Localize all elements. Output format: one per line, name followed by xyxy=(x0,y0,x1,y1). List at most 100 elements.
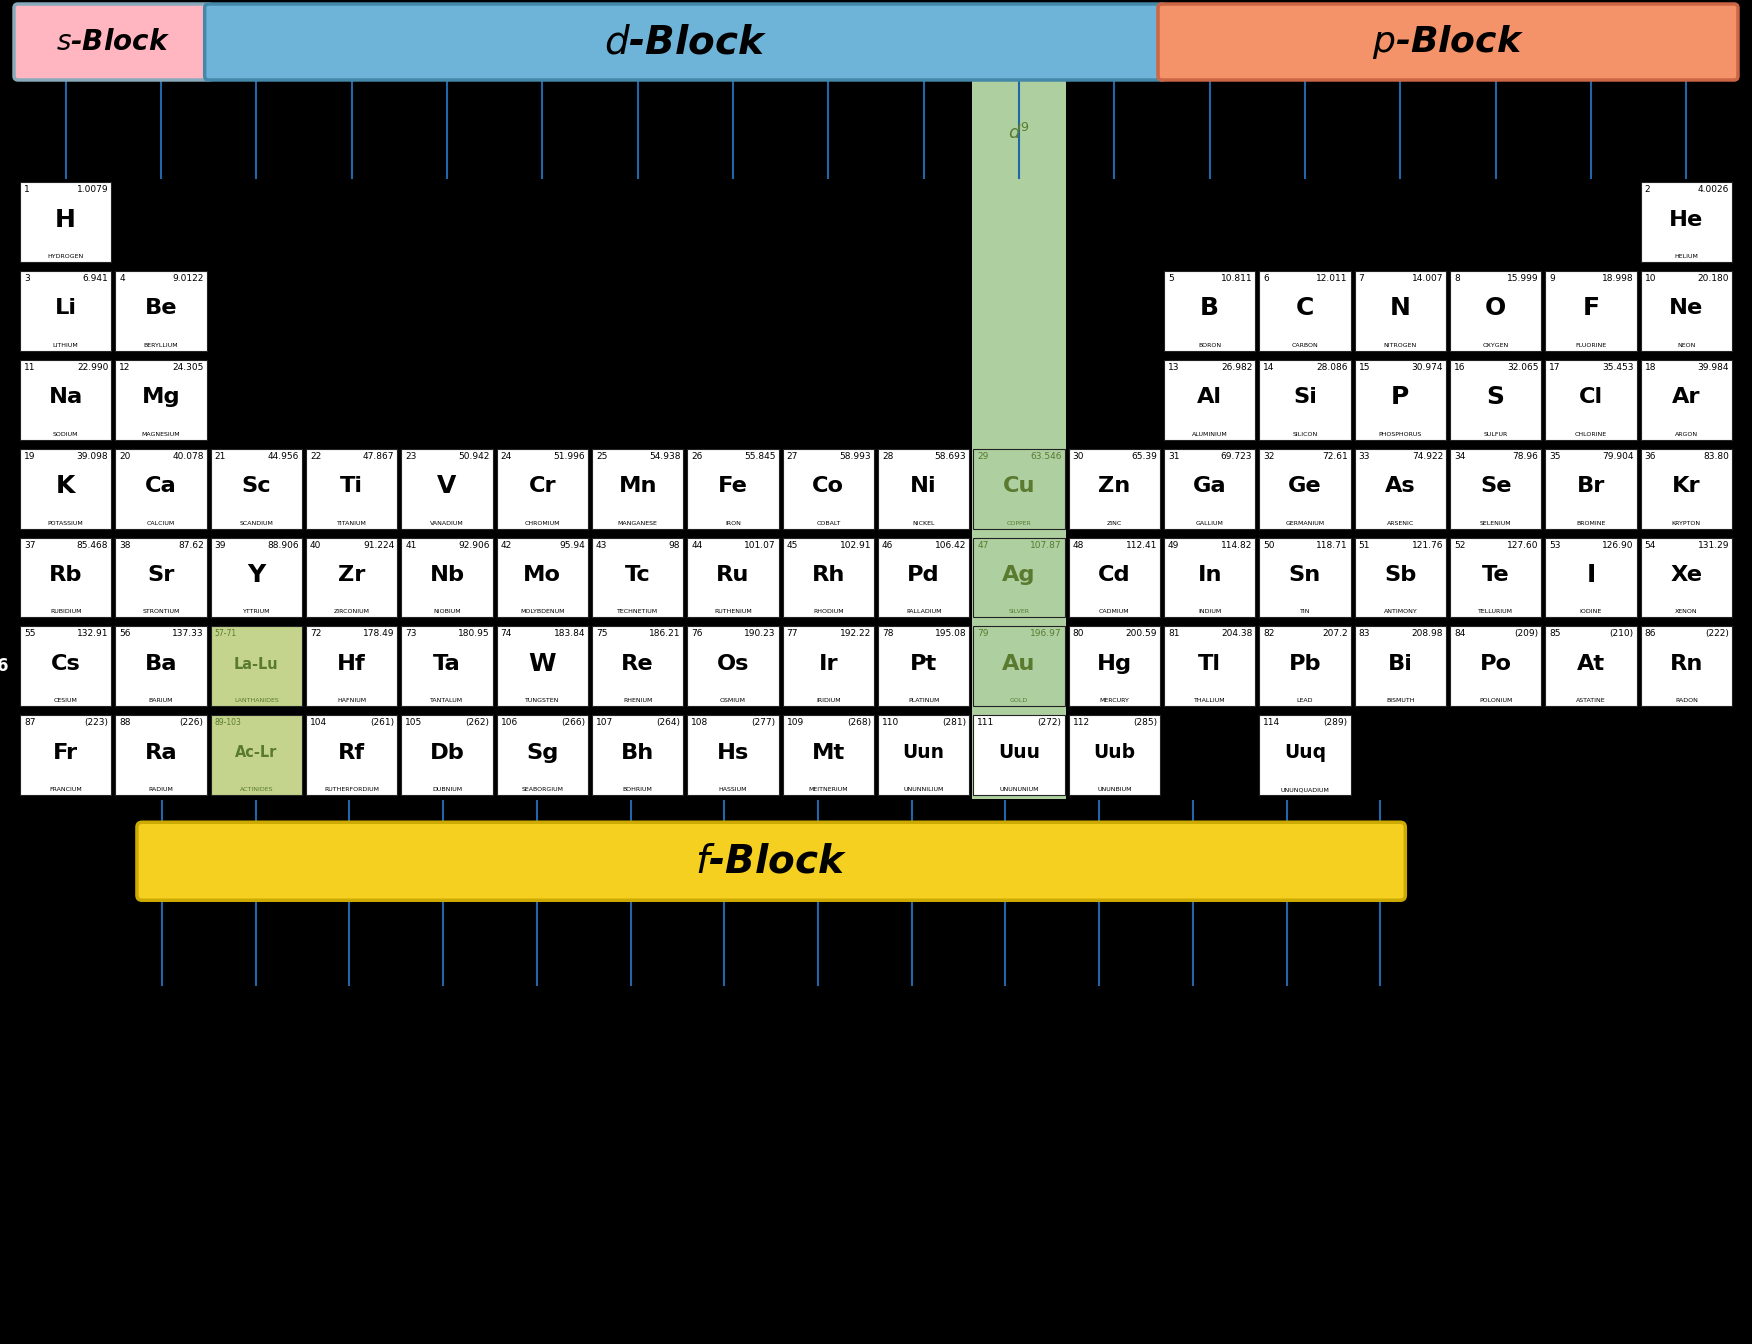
Text: CHLORINE: CHLORINE xyxy=(1575,431,1607,437)
Text: 81: 81 xyxy=(1169,629,1179,638)
Text: 32: 32 xyxy=(1263,452,1275,461)
Text: Rn: Rn xyxy=(1670,655,1703,675)
Text: 178.49: 178.49 xyxy=(363,629,394,638)
Text: SELENIUM: SELENIUM xyxy=(1480,520,1512,526)
Text: La-Lu: La-Lu xyxy=(235,656,279,672)
Bar xyxy=(401,626,492,707)
Bar xyxy=(1451,538,1542,617)
Bar xyxy=(878,449,969,528)
Text: MOLYBDENUM: MOLYBDENUM xyxy=(520,609,564,614)
Text: Rf: Rf xyxy=(338,743,364,763)
Bar xyxy=(496,538,589,617)
Text: 78: 78 xyxy=(881,629,894,638)
Text: Os: Os xyxy=(717,655,750,675)
Text: I: I xyxy=(1586,563,1596,587)
Text: 109: 109 xyxy=(787,718,804,727)
Text: He: He xyxy=(1670,210,1703,230)
Bar xyxy=(1545,271,1636,351)
Text: NITROGEN: NITROGEN xyxy=(1384,343,1417,348)
Text: 49: 49 xyxy=(1169,540,1179,550)
Text: Sg: Sg xyxy=(526,743,559,763)
Text: 2: 2 xyxy=(1645,185,1650,194)
Text: Db: Db xyxy=(429,743,464,763)
Text: 180.95: 180.95 xyxy=(457,629,489,638)
Bar xyxy=(19,538,112,617)
Bar xyxy=(783,538,874,617)
Text: TELLURIUM: TELLURIUM xyxy=(1479,609,1514,614)
Text: Rb: Rb xyxy=(49,564,82,585)
Text: 12: 12 xyxy=(119,363,131,372)
Text: 132.91: 132.91 xyxy=(77,629,109,638)
Text: Fr: Fr xyxy=(53,743,79,763)
Bar xyxy=(210,538,301,617)
Text: 39.984: 39.984 xyxy=(1698,363,1729,372)
Text: DUBNIUM: DUBNIUM xyxy=(433,788,463,792)
Text: 35: 35 xyxy=(1549,452,1561,461)
Text: POTASSIUM: POTASSIUM xyxy=(47,520,84,526)
Bar xyxy=(1260,626,1351,707)
Text: F: F xyxy=(1582,297,1600,320)
FancyBboxPatch shape xyxy=(14,4,212,81)
Bar xyxy=(1640,181,1733,262)
Text: 15.999: 15.999 xyxy=(1507,274,1538,282)
Bar xyxy=(592,449,683,528)
Text: 44: 44 xyxy=(692,540,703,550)
Text: 84: 84 xyxy=(1454,629,1465,638)
Text: (226): (226) xyxy=(180,718,203,727)
Text: ANTIMONY: ANTIMONY xyxy=(1384,609,1417,614)
Text: $p$-Block: $p$-Block xyxy=(1372,23,1524,60)
Text: 192.22: 192.22 xyxy=(839,629,871,638)
Text: Sc: Sc xyxy=(242,476,272,496)
Text: SILICON: SILICON xyxy=(1293,431,1318,437)
Bar xyxy=(1069,626,1160,707)
Text: 111: 111 xyxy=(978,718,995,727)
Text: INDIUM: INDIUM xyxy=(1198,609,1221,614)
Text: (222): (222) xyxy=(1705,629,1729,638)
Bar xyxy=(1354,360,1445,439)
Text: 24.305: 24.305 xyxy=(172,363,203,372)
Bar xyxy=(878,538,969,617)
Text: IRIDIUM: IRIDIUM xyxy=(816,699,841,703)
Bar xyxy=(1451,449,1542,528)
Text: UNUNQUADIUM: UNUNQUADIUM xyxy=(1281,788,1330,792)
Bar xyxy=(19,360,112,439)
Text: 89-103: 89-103 xyxy=(215,718,242,727)
Text: 72.61: 72.61 xyxy=(1323,452,1347,461)
Text: 18.998: 18.998 xyxy=(1601,274,1633,282)
Text: POLONIUM: POLONIUM xyxy=(1479,699,1512,703)
Text: 6.941: 6.941 xyxy=(82,274,109,282)
Text: At: At xyxy=(1577,655,1605,675)
Text: KRYPTON: KRYPTON xyxy=(1671,520,1701,526)
Bar xyxy=(1163,271,1256,351)
Bar xyxy=(307,449,398,528)
Text: Ir: Ir xyxy=(818,655,837,675)
Text: PLATINUM: PLATINUM xyxy=(908,699,939,703)
Bar xyxy=(19,271,112,351)
Text: (268): (268) xyxy=(846,718,871,727)
Bar xyxy=(1545,538,1636,617)
Bar xyxy=(1545,626,1636,707)
Text: 34: 34 xyxy=(1454,452,1465,461)
Text: CESIUM: CESIUM xyxy=(54,699,77,703)
Text: 29: 29 xyxy=(978,452,988,461)
Text: 114.82: 114.82 xyxy=(1221,540,1253,550)
Text: THALLIUM: THALLIUM xyxy=(1193,699,1225,703)
Text: Ra: Ra xyxy=(145,743,177,763)
Text: 10: 10 xyxy=(1645,274,1656,282)
Text: STRONTIUM: STRONTIUM xyxy=(142,609,180,614)
Text: HAFNIUM: HAFNIUM xyxy=(336,699,366,703)
Bar xyxy=(783,626,874,707)
Text: Xe: Xe xyxy=(1670,564,1703,585)
Text: 48: 48 xyxy=(1072,540,1084,550)
Text: 200.59: 200.59 xyxy=(1125,629,1156,638)
Bar xyxy=(974,626,1065,707)
Text: Cs: Cs xyxy=(51,655,81,675)
Text: 28.086: 28.086 xyxy=(1316,363,1347,372)
Text: 55.845: 55.845 xyxy=(745,452,776,461)
Text: 54.938: 54.938 xyxy=(648,452,680,461)
Bar xyxy=(1069,538,1160,617)
Text: IODINE: IODINE xyxy=(1580,609,1601,614)
Text: Ac-Lr: Ac-Lr xyxy=(235,746,277,761)
Text: RUBIDIUM: RUBIDIUM xyxy=(49,609,81,614)
Text: 137.33: 137.33 xyxy=(172,629,203,638)
